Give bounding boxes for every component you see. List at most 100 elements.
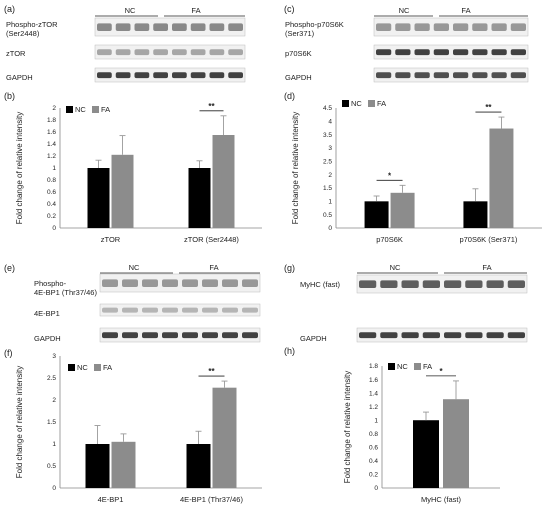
legend-label-fa: FA (423, 362, 432, 371)
blot-band (115, 23, 131, 31)
blot-band (491, 23, 507, 31)
blot-band (172, 72, 187, 79)
blot-band (162, 332, 178, 339)
blot-band (190, 72, 206, 79)
blot-band (376, 72, 392, 79)
blot-band (182, 332, 198, 339)
blot-strip (99, 327, 261, 343)
blot-band (444, 280, 462, 288)
y-tick-label: 0 (52, 485, 56, 492)
blot-band (102, 332, 118, 339)
blot-band (122, 307, 138, 313)
blot-band (380, 332, 398, 339)
blot-band (134, 72, 150, 79)
blot-band (376, 49, 392, 56)
band-label: GAPDH (300, 334, 327, 343)
blot-band (142, 279, 158, 287)
legend-swatch-fa (94, 364, 101, 371)
bar-nc (186, 444, 211, 488)
significance-marker: * (388, 171, 392, 180)
blot-band (97, 72, 112, 79)
legend-swatch-fa (92, 106, 99, 113)
group-label-nc: NC (399, 6, 410, 15)
legend-swatch-fa (368, 100, 375, 107)
blot-band (507, 280, 525, 288)
blot-band (134, 49, 150, 56)
y-tick-label: 1.8 (369, 363, 378, 370)
legend-swatch-nc (388, 363, 395, 370)
blot-band (376, 23, 392, 31)
legend-label-fa: FA (377, 99, 386, 108)
legend-label-nc: NC (77, 363, 88, 372)
y-tick-label: 0.2 (369, 472, 378, 479)
bar-nc (188, 168, 211, 228)
group-label-nc: NC (390, 263, 401, 272)
y-tick-label: 2.5 (47, 375, 56, 382)
bar-nc (413, 420, 439, 488)
y-tick-label: 1 (374, 417, 378, 424)
group-label-fa: FA (191, 6, 200, 15)
y-tick-label: 0 (328, 225, 332, 232)
blot-band (228, 23, 243, 31)
blot-band (97, 23, 112, 31)
y-tick-label: 1 (52, 441, 56, 448)
y-tick-label: 1.6 (369, 377, 378, 384)
band-label: 4E-BP1 (34, 309, 60, 318)
bar-fa (443, 399, 469, 488)
blot-band (359, 280, 377, 288)
category-label: 4E-BP1 (Thr37/46) (180, 495, 243, 504)
bar-fa (212, 135, 235, 228)
category-label: 4E-BP1 (98, 495, 124, 504)
blot-band (414, 49, 430, 56)
blot-band (242, 307, 258, 313)
legend-label-nc: NC (351, 99, 362, 108)
group-label-nc: NC (129, 263, 140, 272)
y-axis-title: Fold change of relative intensity (343, 371, 352, 484)
blot-strip (94, 44, 246, 60)
blot-band (190, 23, 206, 31)
blot-strip (373, 67, 529, 83)
y-tick-label: 1.5 (323, 185, 332, 192)
y-tick-label: 1.4 (369, 390, 378, 397)
blot-band (453, 23, 469, 31)
significance-marker: ** (208, 367, 215, 376)
y-tick-label: 3.5 (323, 132, 332, 139)
bar-fa (111, 441, 136, 488)
panel-label-a: (a) (4, 4, 15, 14)
y-tick-label: 2 (52, 397, 56, 404)
y-tick-label: 0 (374, 485, 378, 492)
band-label: GAPDH (6, 73, 33, 82)
blot-band (190, 49, 206, 56)
blot-band (510, 49, 526, 56)
y-axis-title: Fold change of relative intensity (15, 366, 24, 479)
legend-swatch-nc (68, 364, 75, 371)
y-axis-title: Fold change of relative intensity (291, 112, 300, 225)
blot-band (401, 332, 419, 339)
y-tick-label: 2 (52, 105, 56, 112)
blot-band (380, 280, 398, 288)
blot-band (102, 307, 118, 313)
y-tick-label: 0.8 (47, 177, 56, 184)
y-tick-label: 1.2 (369, 404, 378, 411)
blot-band (182, 307, 198, 313)
blot-band (510, 23, 526, 31)
blot-band (510, 72, 526, 79)
y-axis-title: Fold change of relative intensity (15, 112, 24, 225)
y-tick-label: 4.5 (323, 105, 332, 112)
y-tick-label: 1.4 (47, 141, 56, 148)
blot-band (453, 49, 469, 56)
blot-band (172, 49, 187, 56)
blot-band (162, 307, 178, 313)
panel-label-c: (c) (284, 4, 295, 14)
blot-band (472, 72, 488, 79)
blot-band (401, 280, 419, 288)
blot-band (202, 332, 218, 339)
y-tick-label: 1.6 (47, 129, 56, 136)
group-label-fa: FA (461, 6, 470, 15)
blot-band (395, 49, 411, 56)
legend-swatch-nc (342, 100, 349, 107)
blot-band (359, 332, 377, 339)
blot-band (472, 23, 488, 31)
y-tick-label: 0.4 (369, 458, 378, 465)
